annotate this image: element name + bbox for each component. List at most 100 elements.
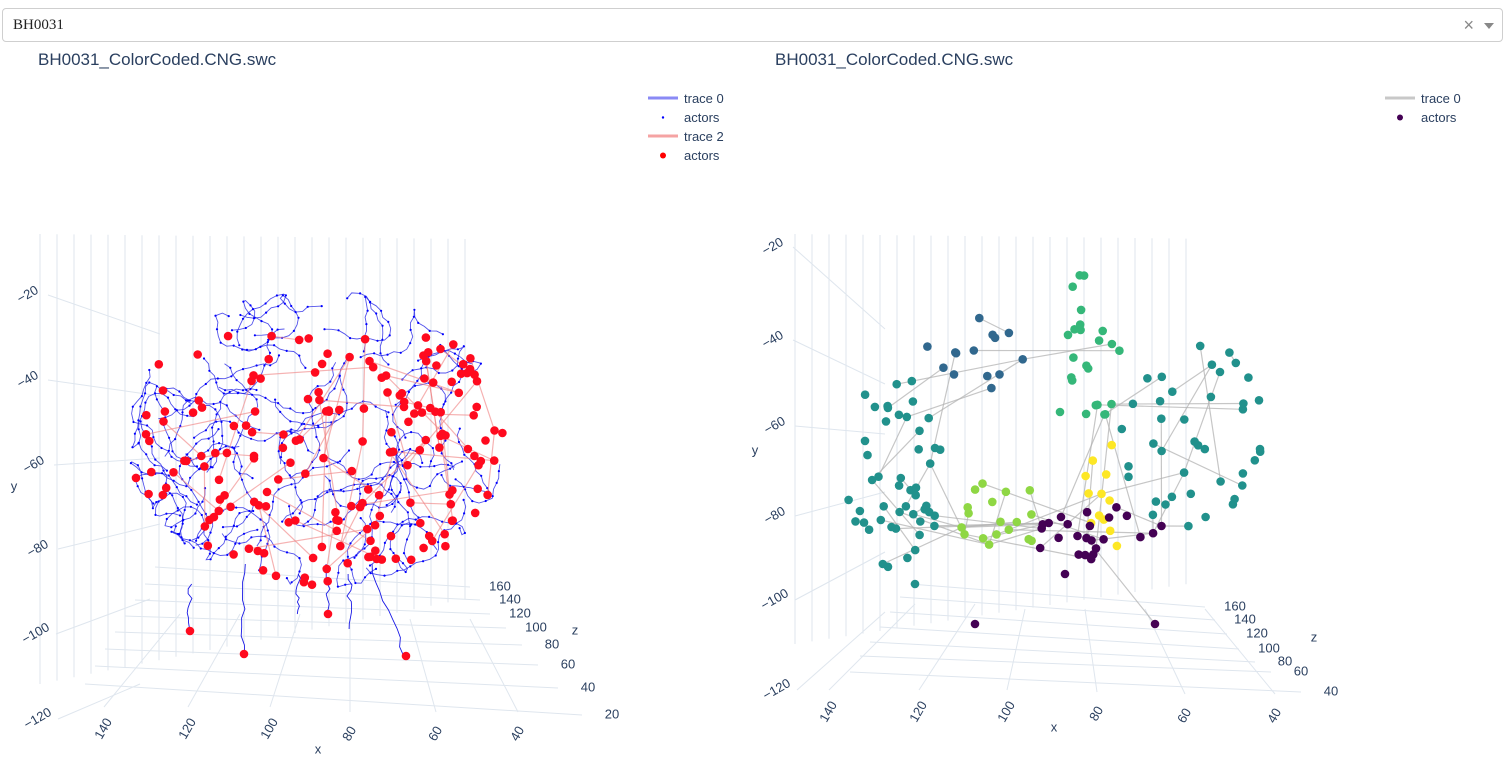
trace-0-segment [1153,443,1243,487]
actor-small-marker [175,486,178,489]
actor-marker [158,490,168,500]
actor-marker [241,421,251,430]
actor-small-marker [402,478,406,481]
scene-3d-left[interactable]: −20−40−60−80−100−12016014012010080604020… [0,44,745,780]
trace-0-segment [961,523,1043,528]
actor-marker [158,386,168,395]
actor-marker [1168,387,1177,397]
actor-marker [909,509,918,519]
trace-0-segment [224,363,259,479]
actor-small-marker [450,391,453,394]
actor-marker [364,552,373,562]
actor-marker [1157,446,1166,456]
actor-marker [1112,503,1121,512]
actor-marker [161,483,171,493]
actor-small-marker [241,368,245,371]
chevron-down-icon[interactable] [1484,23,1494,29]
actor-small-marker [155,501,158,504]
actor-marker [1076,305,1086,315]
actor-marker [1128,399,1138,409]
actor-small-marker [317,426,320,429]
actor-small-marker [152,502,155,505]
actor-small-marker [394,403,397,406]
actor-marker [335,405,344,415]
actor-small-marker [314,498,317,501]
actor-small-marker [381,478,384,481]
actor-small-marker [444,439,447,442]
actor-small-marker [376,339,379,342]
grid-line [828,603,916,691]
grid-line [792,246,886,330]
plot-3d-right[interactable]: BH0031_ColorCoded.CNG.swc −20 −40 −60 −80 −1… [745,44,1511,780]
legend-item-trace0[interactable]: trace 0 [1385,89,1461,108]
actor-marker [343,558,353,568]
actor-marker [1215,367,1225,377]
legend-item-actors-red[interactable]: actors [648,146,724,165]
actor-marker [368,362,378,372]
actor-small-marker [401,520,404,523]
trace-2-segment [319,399,405,408]
actor-small-marker [354,581,357,585]
actor-small-marker [252,509,255,513]
actor-small-marker [365,323,368,326]
actor-marker [1069,353,1078,362]
actor-marker [419,543,428,553]
actor-small-marker [283,302,286,305]
actor-marker [1018,355,1027,364]
scene-3d-right[interactable]: −20−40−60−80−100−12016014012010080604014… [745,44,1511,780]
plot-3d-left[interactable]: BH0031_ColorCoded.CNG.swc −20 −40 −60 −80 −1… [0,44,745,780]
actor-small-marker [212,552,215,555]
grid-line [269,613,301,708]
actor-small-marker [392,551,395,555]
actor-small-marker [359,356,362,359]
actor-small-marker [253,316,256,320]
actor-small-marker [302,412,305,415]
actor-marker [969,346,979,355]
actor-marker [1161,500,1170,509]
actor-small-marker [235,525,239,528]
trace-0-segment [389,449,423,560]
actor-marker [159,417,168,426]
actor-small-marker [281,520,284,523]
actor-small-marker [285,551,289,554]
legend-item-trace2[interactable]: trace 2 [648,127,724,146]
actor-small-marker [241,348,244,351]
legend-item-actors-blue[interactable]: actors [648,108,724,127]
actor-small-marker [255,398,258,401]
actor-marker [924,507,934,517]
actor-small-marker [145,381,148,384]
neuron-select-dropdown[interactable]: BH0031 × [2,8,1503,42]
actor-small-marker [338,460,342,463]
trace-0-segment [288,485,402,527]
actor-marker [1231,358,1241,368]
actor-small-marker [178,390,181,393]
actor-small-marker [300,423,303,426]
actor-small-marker [399,351,402,354]
actor-marker [470,370,479,380]
actor-marker [1105,496,1114,505]
z-tick-label: 100 [1258,640,1280,655]
actor-marker [169,468,178,477]
actor-small-marker [331,367,334,370]
grid-line [794,425,886,435]
z-tick-label: 60 [561,656,575,671]
actor-small-marker [137,441,140,444]
y-tick-label: −120 [760,675,793,703]
legend-item-actors[interactable]: actors [1385,108,1461,127]
legend-item-trace0[interactable]: trace 0 [648,89,724,108]
actor-small-marker [232,460,235,464]
actor-small-marker [380,309,383,312]
actor-small-marker [441,520,444,523]
actor-marker [1094,511,1104,520]
close-icon[interactable]: × [1463,15,1474,35]
actor-marker [1094,336,1104,345]
actor-small-marker [288,474,291,477]
trace-0-segment [158,355,280,420]
actor-marker [1143,374,1152,383]
actor-small-marker [154,392,157,395]
actor-small-marker [413,308,416,311]
actor-small-marker [131,405,134,408]
actor-small-marker [224,445,227,448]
actor-marker [910,545,920,555]
actor-small-marker [209,465,212,468]
